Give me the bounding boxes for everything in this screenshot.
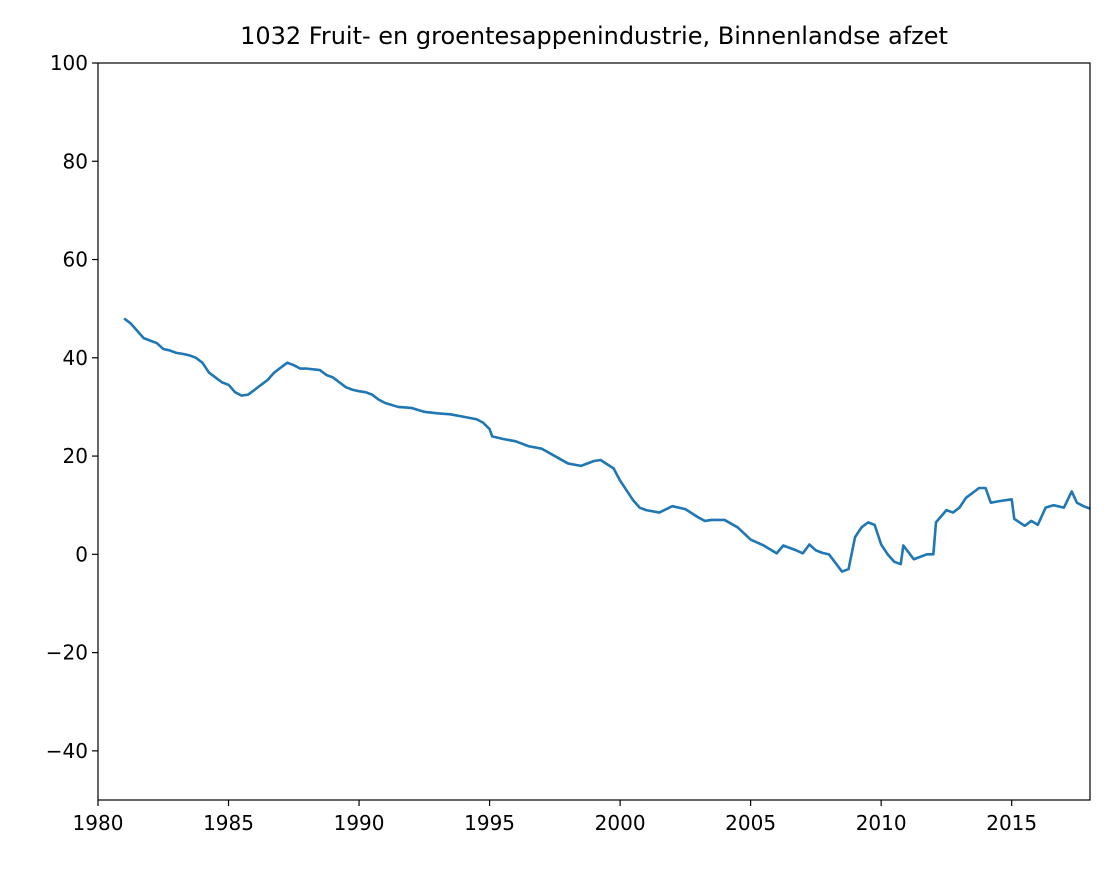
- y-tick-label: 20: [63, 444, 88, 468]
- plot-frame: [97, 62, 1091, 801]
- x-tick-label: 1980: [73, 811, 124, 835]
- y-tick-label: 100: [50, 51, 88, 75]
- chart-title: 1032 Fruit- en groentesappenindustrie, B…: [240, 22, 948, 50]
- x-tick-label: 2015: [986, 811, 1037, 835]
- x-tick-label: 1990: [334, 811, 385, 835]
- y-tick-label: 80: [63, 149, 88, 173]
- x-tick-label: 2010: [856, 811, 907, 835]
- y-tick-label: −20: [46, 641, 88, 665]
- y-tick-label: −40: [46, 739, 88, 763]
- x-tick-label: 1995: [464, 811, 515, 835]
- data-line: [123, 317, 1091, 573]
- x-tick-label: 2000: [595, 811, 646, 835]
- y-tick-label: 60: [63, 248, 88, 272]
- x-tick-label: 1985: [203, 811, 254, 835]
- y-tick-label: 0: [75, 542, 88, 566]
- y-tick-label: 40: [63, 346, 88, 370]
- x-tick-label: 2005: [725, 811, 776, 835]
